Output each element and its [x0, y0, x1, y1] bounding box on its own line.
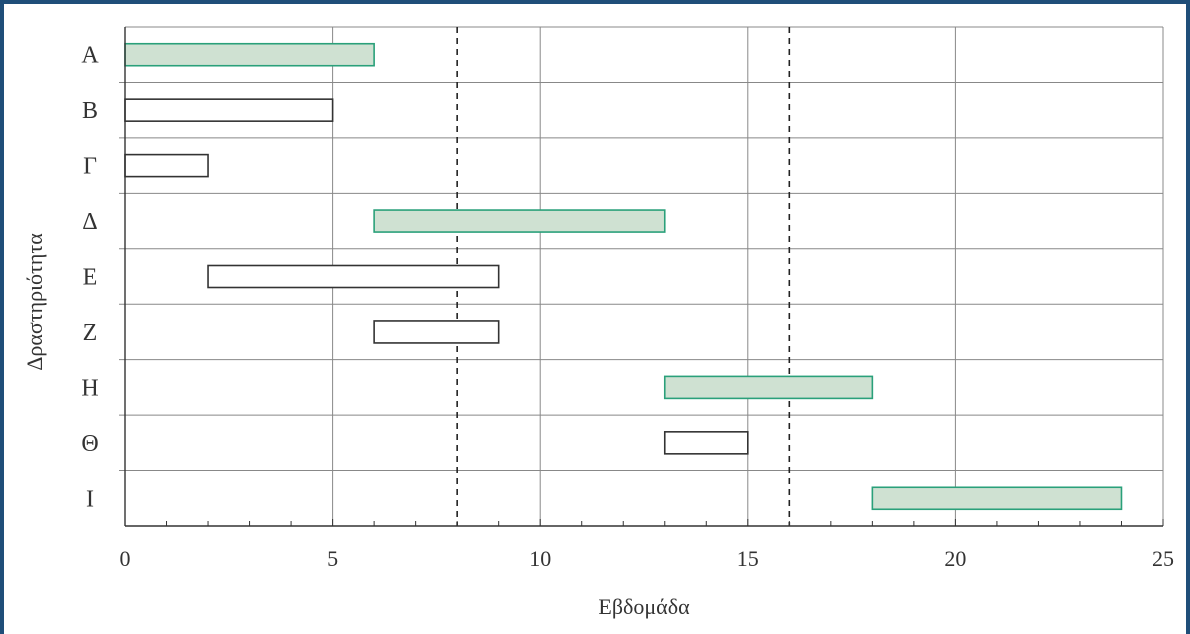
- bars-layer: [124, 42, 1123, 511]
- x-axis-title: Εβδομάδα: [598, 594, 690, 619]
- y-tick-label: Γ: [83, 154, 97, 180]
- y-tick-label: B: [82, 98, 98, 124]
- y-tick-label: Θ: [81, 431, 98, 457]
- axes-layer: A B Γ Δ E Z H Θ I 0 5 10 15 20 25: [81, 27, 1174, 571]
- task-bar: [373, 209, 666, 233]
- y-tick-label: Δ: [82, 209, 97, 235]
- y-tick-label: Z: [83, 320, 98, 346]
- y-tick-label: A: [81, 43, 99, 69]
- y-tick-label: I: [86, 486, 94, 512]
- x-tick-label: 10: [529, 546, 551, 571]
- x-tick-label: 0: [120, 546, 131, 571]
- y-axis-title: Δραστηριότητα: [22, 233, 47, 371]
- task-bar: [124, 42, 375, 67]
- x-tick-label: 25: [1152, 546, 1174, 571]
- task-bar: [124, 98, 334, 122]
- task-bar: [663, 431, 749, 455]
- y-tick-label: H: [81, 375, 98, 401]
- task-bar: [124, 153, 209, 178]
- task-bar: [207, 264, 500, 289]
- task-bar: [373, 320, 500, 344]
- x-tick-label: 5: [327, 546, 338, 571]
- x-tick-label: 20: [944, 546, 966, 571]
- task-bar: [663, 375, 874, 400]
- y-tick-label: E: [83, 265, 98, 291]
- task-bar: [871, 486, 1123, 511]
- x-tick-label: 15: [737, 546, 759, 571]
